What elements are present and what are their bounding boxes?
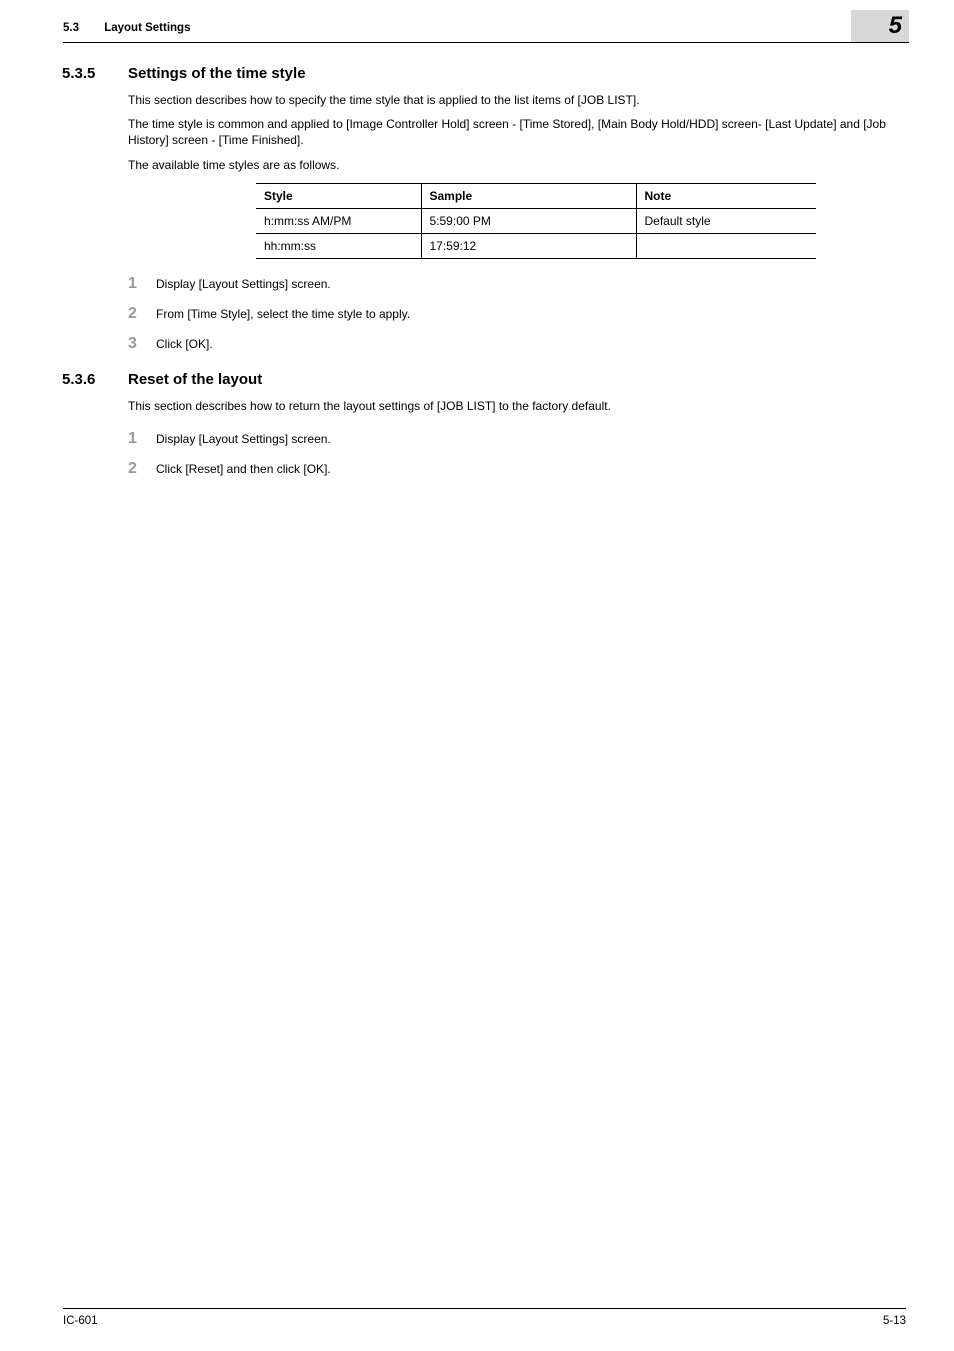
section-title: Reset of the layout xyxy=(128,371,262,388)
step-number: 1 xyxy=(128,430,156,448)
step-text: Click [Reset] and then click [OK]. xyxy=(156,460,331,477)
step-number: 2 xyxy=(128,305,156,323)
table-cell: 5:59:00 PM xyxy=(421,208,636,233)
table-header-cell: Style xyxy=(256,183,421,208)
list-item: 1 Display [Layout Settings] screen. xyxy=(128,275,894,293)
body-paragraph: The time style is common and applied to … xyxy=(128,116,894,148)
section-number: 5.3.6 xyxy=(62,371,128,388)
table-cell: 17:59:12 xyxy=(421,233,636,258)
section-heading: 5.3.5 Settings of the time style xyxy=(62,65,909,82)
section-title: Settings of the time style xyxy=(128,65,306,82)
header-left: 5.3 Layout Settings xyxy=(63,22,190,40)
list-item: 2 From [Time Style], select the time sty… xyxy=(128,305,894,323)
section-heading: 5.3.6 Reset of the layout xyxy=(62,371,909,388)
table-cell: Default style xyxy=(636,208,816,233)
time-style-table: Style Sample Note h:mm:ss AM/PM 5:59:00 … xyxy=(256,183,816,259)
step-list: 1 Display [Layout Settings] screen. 2 Fr… xyxy=(128,275,894,353)
table-row: hh:mm:ss 17:59:12 xyxy=(256,233,816,258)
table-cell xyxy=(636,233,816,258)
step-text: From [Time Style], select the time style… xyxy=(156,305,410,322)
body-paragraph: This section describes how to return the… xyxy=(128,398,894,414)
page-header: 5.3 Layout Settings 5 xyxy=(63,0,909,43)
list-item: 3 Click [OK]. xyxy=(128,335,894,353)
step-text: Click [OK]. xyxy=(156,335,213,352)
step-list: 1 Display [Layout Settings] screen. 2 Cl… xyxy=(128,430,894,478)
table-header-cell: Note xyxy=(636,183,816,208)
step-text: Display [Layout Settings] screen. xyxy=(156,430,331,447)
body-paragraph: The available time styles are as follows… xyxy=(128,157,894,173)
list-item: 1 Display [Layout Settings] screen. xyxy=(128,430,894,448)
step-text: Display [Layout Settings] screen. xyxy=(156,275,331,292)
page-footer: IC-601 5-13 xyxy=(63,1308,906,1327)
header-section-title: Layout Settings xyxy=(104,22,190,34)
footer-right: 5-13 xyxy=(883,1315,906,1327)
section-number: 5.3.5 xyxy=(62,65,128,82)
table-header-cell: Sample xyxy=(421,183,636,208)
table-cell: hh:mm:ss xyxy=(256,233,421,258)
chapter-badge: 5 xyxy=(851,10,909,42)
step-number: 1 xyxy=(128,275,156,293)
step-number: 3 xyxy=(128,335,156,353)
chapter-number: 5 xyxy=(889,12,901,40)
table-row: h:mm:ss AM/PM 5:59:00 PM Default style xyxy=(256,208,816,233)
table-header-row: Style Sample Note xyxy=(256,183,816,208)
step-number: 2 xyxy=(128,460,156,478)
header-section-number: 5.3 xyxy=(63,22,79,34)
footer-left: IC-601 xyxy=(63,1315,98,1327)
table-cell: h:mm:ss AM/PM xyxy=(256,208,421,233)
list-item: 2 Click [Reset] and then click [OK]. xyxy=(128,460,894,478)
body-paragraph: This section describes how to specify th… xyxy=(128,92,894,108)
